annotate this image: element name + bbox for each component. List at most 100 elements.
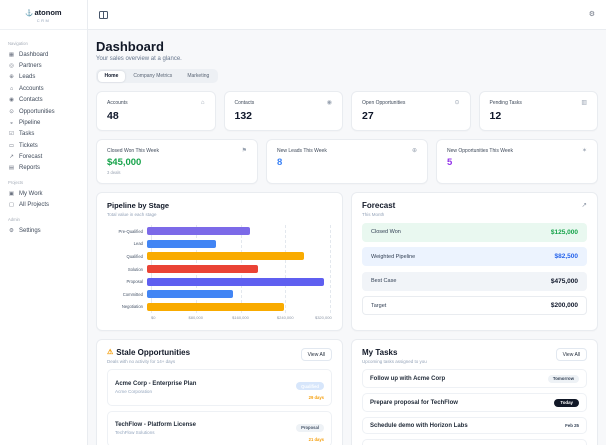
chart-row: Proposal (107, 275, 332, 288)
bar[interactable] (147, 265, 259, 274)
stale-days: 29 days (308, 395, 324, 401)
task-item[interactable]: Prepare proposal for TechFlow Today (362, 393, 587, 413)
forecast-title: Forecast (362, 201, 396, 210)
sidebar: ⚓ atonom CRM Navigation ▦ Dashboard ◎ Pa… (0, 0, 88, 445)
sidebar-item[interactable]: ◒ Pipeline (8, 117, 79, 128)
sidebar-item[interactable]: ◎ Partners (8, 60, 79, 71)
stale-title: Stale Opportunities (116, 348, 191, 358)
task-item[interactable]: Review contract terms - Pinnacle Feb 27 (362, 439, 587, 445)
bottom-row: ⚠ Stale Opportunities Deals with no acti… (96, 339, 598, 445)
tasks-subtitle: Upcoming tasks assigned to you (362, 359, 427, 365)
bar-track (147, 288, 330, 301)
bar-track (147, 301, 330, 314)
chart-row: Qualified (107, 250, 332, 263)
page-subtitle: Your sales overview at a glance. (96, 56, 182, 62)
gear-icon[interactable]: ⚙ (588, 11, 595, 18)
y-axis-label: Solution (127, 266, 143, 272)
week-stat-label: New Opportunities This Week (447, 148, 513, 154)
main-area: ⚙ Dashboard Your sales overview at a gla… (88, 0, 606, 445)
stat-label: Open Opportunities (362, 100, 406, 106)
sidebar-item-label: Opportunities (19, 108, 55, 115)
week-stat-value: 8 (277, 157, 283, 168)
week-stat-value: 5 (447, 157, 453, 168)
brand-name: atonom (34, 8, 62, 17)
nav-section-admin: ⚙ Settings (8, 225, 79, 236)
stale-opportunity-item[interactable]: Acme Corp - Enterprise Plan Acme Corpora… (107, 369, 332, 406)
sidebar-item[interactable]: ↗ Forecast (8, 151, 79, 162)
bar-chart: Pre-Qualified Lead (107, 225, 332, 322)
sidebar-item[interactable]: ◉ Contacts (8, 95, 79, 106)
task-due-badge: Tomorrow (547, 374, 579, 383)
bar[interactable] (147, 227, 251, 236)
task-title: Prepare proposal for TechFlow (370, 399, 458, 406)
forecast-card: Forecast This Month ↗ Closed Won $125,00… (351, 192, 598, 332)
bar[interactable] (147, 290, 233, 299)
sidebar-item[interactable]: ▢ All Projects (8, 200, 79, 211)
chart-rows: Pre-Qualified Lead (107, 225, 332, 313)
sidebar-toggle-icon[interactable] (99, 10, 108, 19)
nav-section-label: Navigation (8, 41, 28, 46)
check-square-icon: ☑ (9, 131, 14, 138)
forecast-row-label: Closed Won (371, 229, 401, 235)
bar[interactable] (147, 252, 305, 261)
nav-section-projects: ▣ My Work ▢ All Projects (8, 188, 79, 211)
stat-card[interactable]: Pending Tasks ▥ 12 (478, 91, 598, 131)
sidebar-item[interactable]: ⊙ Opportunities (8, 106, 79, 117)
users-icon: ◉ (326, 100, 332, 106)
stage-badge: Proposal (296, 423, 324, 432)
sidebar-item[interactable]: ▭ Tickets (8, 140, 79, 151)
sidebar-item[interactable]: ▦ Dashboard (8, 49, 79, 60)
x-axis-tick: $80,000 (188, 315, 203, 321)
building-icon: ⌂ (200, 100, 205, 106)
stat-card[interactable]: Accounts ⌂ 48 (96, 91, 216, 131)
stale-days: 21 days (308, 436, 324, 442)
week-stat-card[interactable]: New Opportunities This Week ✶ 5 (436, 139, 598, 184)
sidebar-item[interactable]: ⚙ Settings (8, 225, 79, 236)
sidebar-item[interactable]: ▤ Reports (8, 163, 79, 174)
task-item[interactable]: Follow up with Acme Corp Tomorrow (362, 369, 587, 389)
charts-row: Pipeline by Stage Total value in each st… (96, 192, 598, 332)
forecast-row: Closed Won $125,000 (362, 222, 587, 242)
task-item[interactable]: Schedule demo with Horizon Labs Feb 25 (362, 417, 587, 435)
chart-row: Pre-Qualified (107, 225, 332, 238)
sidebar-item-label: Tickets (19, 142, 38, 149)
stale-view-all-button[interactable]: View All (300, 348, 332, 362)
stat-card[interactable]: Open Opportunities ⊙ 27 (351, 91, 471, 131)
tab[interactable]: Company Metrics (133, 73, 173, 79)
sidebar-item-label: Dashboard (19, 51, 49, 58)
sidebar-item[interactable]: ⊕ Leads (8, 72, 79, 83)
y-axis-label: Negotiation (121, 304, 143, 310)
stat-label: Accounts (107, 100, 128, 106)
task-title: Follow up with Acme Corp (370, 375, 446, 382)
stage-badge: Qualified (296, 382, 324, 391)
week-stat-sub (447, 170, 587, 175)
dashboard-content: Dashboard Your sales overview at a glanc… (88, 30, 606, 445)
week-stat-card[interactable]: Closed Won This Week ⚑ $45,000 3 deals (96, 139, 258, 184)
week-stat-card[interactable]: New Leads This Week ⊕ 8 (266, 139, 428, 184)
tab[interactable]: Home (97, 70, 126, 82)
sidebar-item[interactable]: ☑ Tasks (8, 129, 79, 140)
bar[interactable] (147, 302, 285, 311)
funnel-icon: ◒ (9, 119, 14, 126)
forecast-row-label: Best Case (371, 278, 397, 284)
stale-opportunity-item[interactable]: TechFlow - Platform License TechFlow Sol… (107, 410, 332, 445)
trending-up-icon: ↗ (581, 202, 587, 209)
chart-subtitle: Total value in each stage (107, 212, 157, 217)
brand-logo[interactable]: ⚓ atonom CRM (0, 0, 87, 30)
gear-icon: ⚙ (9, 227, 14, 234)
opportunity-title: TechFlow - Platform License (115, 422, 196, 429)
sidebar-item-label: All Projects (19, 202, 50, 209)
task-list: Follow up with Acme Corp Tomorrow Prepar… (362, 369, 587, 445)
sidebar-item-label: My Work (19, 190, 43, 197)
sidebar-item[interactable]: ▣ My Work (8, 188, 79, 199)
bar[interactable] (147, 277, 325, 286)
sidebar-item-label: Accounts (19, 85, 44, 92)
tab[interactable]: Marketing (187, 73, 210, 79)
stats-row: Accounts ⌂ 48 Contacts ◉ 132 Open Opport… (96, 91, 598, 131)
stat-card[interactable]: Contacts ◉ 132 (223, 91, 343, 131)
nav-section-main: ▦ Dashboard ◎ Partners ⊕ Leads ⌂ Account… (8, 49, 79, 174)
tasks-view-all-button[interactable]: View All (555, 348, 587, 362)
sidebar-item[interactable]: ⌂ Accounts (8, 83, 79, 94)
bar[interactable] (147, 239, 216, 248)
handshake-icon: ◎ (9, 63, 14, 70)
